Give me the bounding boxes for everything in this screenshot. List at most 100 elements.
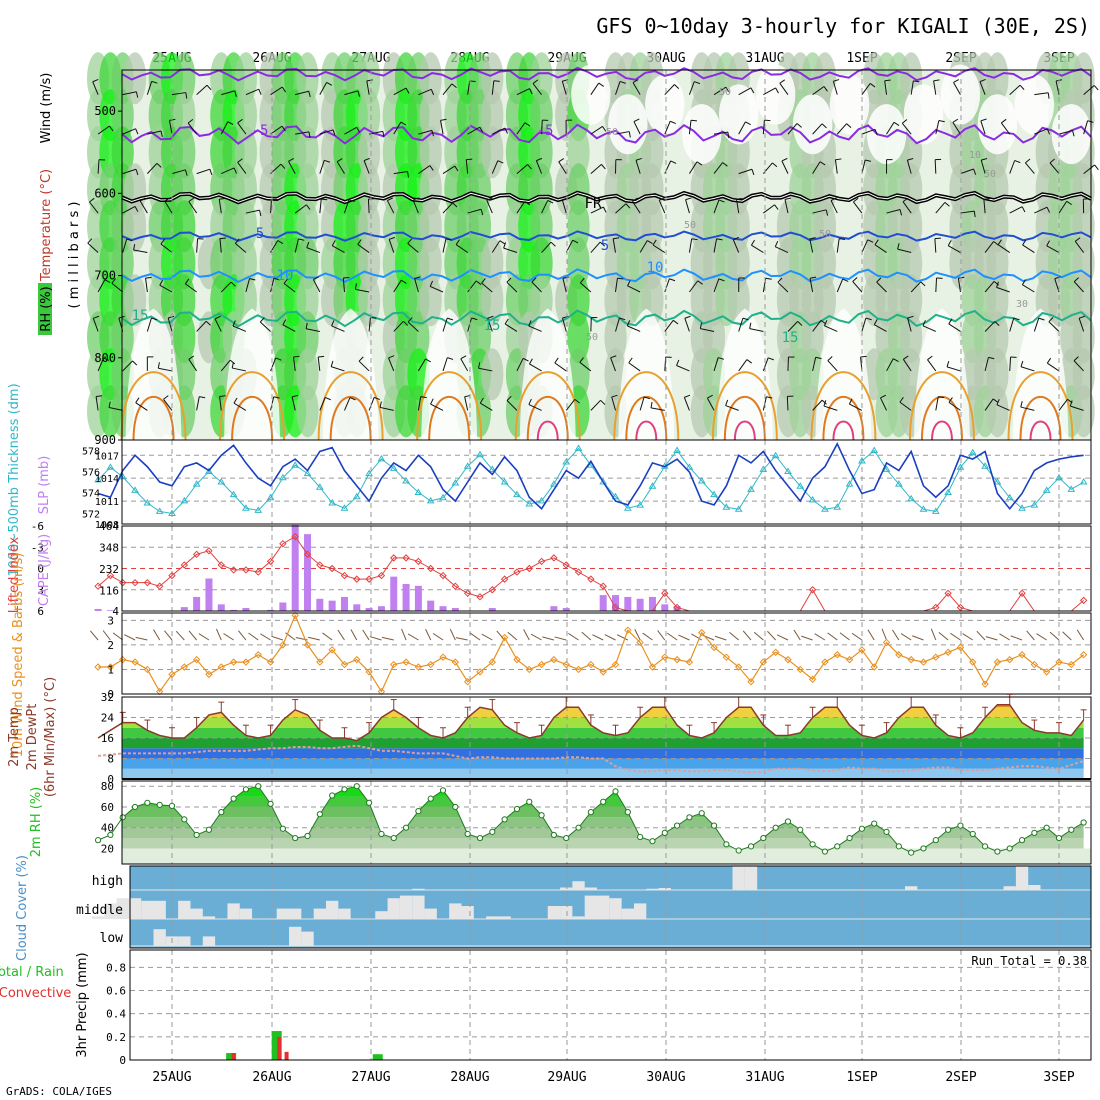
thickness-point — [919, 505, 928, 512]
wind-barb — [953, 82, 961, 95]
rh-cell — [419, 237, 442, 290]
wind-speed-point — [439, 653, 447, 661]
wind-barb-flag — [952, 118, 959, 123]
li-point — [131, 578, 139, 587]
wind-barb-flag — [579, 357, 584, 363]
rh2m-axis-label: 2m RH (%) — [29, 787, 44, 858]
rh-cell — [530, 89, 553, 142]
cape-bar — [648, 596, 656, 611]
rh2m-point — [366, 799, 373, 806]
wind-barb-flag — [903, 355, 909, 360]
bottom-date-label: 31AUG — [745, 1070, 784, 1085]
contour-20-lobe — [219, 371, 286, 441]
wind-barb-flag — [184, 278, 190, 285]
wind-barb-flag — [356, 127, 361, 133]
wind-barb-flag — [554, 357, 559, 364]
wind-barb — [319, 82, 328, 95]
wind-barb — [590, 125, 603, 135]
thickness-point — [981, 462, 989, 469]
wind-barb — [876, 281, 887, 293]
wind-barb-flag — [718, 357, 725, 360]
li-cape-panel: -6 -3 0 3 6 464 348 232 116 4 Lifted Index CAPE (J/… — [7, 520, 1092, 618]
wind-tick-label: 1 — [107, 663, 114, 676]
surface-wind-barb — [271, 635, 284, 641]
thickness-point — [1042, 486, 1051, 493]
li-point — [488, 586, 497, 594]
wind-barb-flag — [1073, 356, 1079, 362]
thickness-tick-label: 578 — [82, 447, 100, 458]
wind-barb-flag — [860, 355, 867, 358]
wind-speed-point — [882, 638, 891, 647]
wind-barb — [996, 286, 1010, 293]
temperature-axis-label: Temperature (°C) — [39, 169, 54, 282]
wind-barb-flag — [652, 239, 657, 246]
precip-convective-bar — [231, 1053, 236, 1060]
li-point — [439, 571, 447, 580]
li-point — [611, 603, 620, 612]
wind-barb — [232, 325, 247, 332]
wind-barb-flag — [716, 238, 723, 241]
temp-band — [122, 717, 1084, 728]
wind-barb-flag — [697, 280, 703, 285]
thickness-point — [155, 507, 164, 514]
thickness-point — [377, 454, 386, 462]
wind-barb-flag — [497, 160, 504, 164]
cape-bar — [365, 608, 373, 611]
wind-barb — [1073, 360, 1085, 372]
wind-barb — [460, 358, 469, 372]
wind-speed-point — [845, 655, 854, 664]
wind-barb — [188, 201, 198, 214]
wind-barb — [319, 160, 325, 174]
wind-barb-flag — [669, 278, 676, 282]
wind-barb-flag — [354, 283, 357, 290]
wind-barb — [830, 200, 838, 214]
temp-band — [122, 768, 1084, 779]
contour-20-lobe — [711, 371, 778, 441]
surface-wind-barb — [469, 632, 481, 641]
wind-barb-flag — [997, 239, 1002, 245]
thickness-point — [168, 509, 176, 516]
rh-dry-cell — [755, 64, 796, 125]
cloud-level-label: low — [100, 931, 124, 946]
wind-barb-flag — [833, 79, 840, 82]
cloud-cell-middle — [276, 908, 290, 919]
surface-wind-barb — [950, 632, 961, 641]
contour-label: 10 — [969, 150, 981, 161]
li-point — [427, 564, 435, 573]
rh2m-point — [329, 792, 336, 799]
rh2m-point — [858, 825, 865, 832]
wind-barb — [980, 160, 986, 174]
wind-barb — [331, 325, 345, 332]
surface-wind-barb — [851, 632, 863, 641]
wind-barb-flag — [1047, 92, 1050, 99]
wind-barb — [738, 121, 746, 135]
surface-wind-barb — [881, 628, 887, 641]
rh-cell — [234, 89, 258, 142]
rh2m-point — [107, 831, 114, 839]
rh2m-point — [698, 810, 705, 817]
thickness-point — [784, 467, 792, 474]
rh-band — [122, 838, 1084, 849]
wind-speed-point — [821, 658, 829, 666]
wind-barb — [688, 161, 698, 174]
wind-barb-flag — [842, 278, 849, 282]
li-line — [97, 535, 1084, 612]
wind-barb — [948, 245, 961, 253]
wind-barb-flag — [973, 211, 976, 218]
wind-barb — [812, 399, 823, 411]
wind-barb-flag — [647, 240, 653, 245]
surface-wind-barb — [581, 631, 592, 641]
wind-barb — [145, 278, 148, 293]
li-point — [303, 550, 312, 559]
rh2m-point — [452, 803, 459, 811]
wind-barb — [1009, 84, 1021, 96]
wind-barb — [590, 399, 601, 411]
cape-bar — [612, 595, 619, 611]
wind-speed-point — [328, 646, 336, 654]
rh-dry-cell — [608, 94, 648, 155]
surface-wind-barb — [753, 631, 764, 641]
surface-wind-barb — [714, 635, 727, 641]
bottom-date-label: 25AUG — [152, 1070, 191, 1085]
rh-cell — [986, 348, 1009, 401]
